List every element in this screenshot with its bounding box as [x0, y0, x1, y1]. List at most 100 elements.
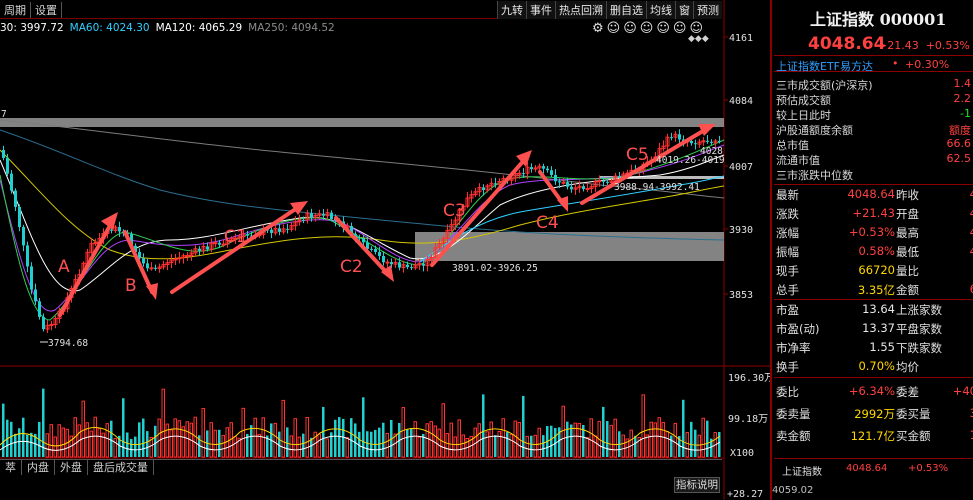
volume-bar [110, 420, 113, 457]
face-icon-6[interactable]: ☺ [689, 21, 707, 36]
volume-bar [57, 424, 61, 458]
face-icon-5[interactable]: ☺ [672, 21, 690, 36]
stat-label-quota: 沪股通额度余额 [776, 124, 853, 137]
quote-value: 4 [970, 187, 973, 201]
stat-label-float-cap: 流通市值 [776, 154, 820, 167]
mid-zone-line [600, 176, 724, 179]
y-tick-3930: 3930 [729, 225, 753, 236]
settings-button[interactable]: 设置 [31, 2, 62, 18]
volume-bar [105, 423, 109, 458]
candle-body [246, 234, 249, 236]
tab-after-hours-volume[interactable]: 盘后成交量 [88, 460, 154, 475]
low-price-label: 3794.68 [48, 338, 88, 349]
volume-bar [410, 428, 413, 457]
tab-outer-volume[interactable]: 外盘 [55, 460, 88, 475]
volume-bar [634, 435, 637, 457]
window-button[interactable]: 窗 [675, 1, 693, 19]
candle-body [221, 243, 226, 246]
volume-bar [113, 438, 117, 458]
price-change: +21.43 +0.53% [878, 39, 970, 52]
volume-tabs: 萃 内盘 外盘 盘后成交量 [0, 459, 722, 475]
volume-bar [173, 418, 177, 458]
volume-bar [649, 421, 653, 458]
wave-label-a: A [58, 257, 70, 277]
arrow-c1 [170, 204, 302, 294]
candle-body [497, 180, 502, 186]
events-button[interactable]: 事件 [526, 1, 555, 19]
candle-body [710, 141, 713, 143]
related-etf-row[interactable]: 上证指数ETF易方达 • +0.30% [774, 55, 973, 73]
stat-label-vs-yesterday: 较上日此时 [776, 109, 831, 122]
candle-body [665, 136, 670, 147]
volume-bar [61, 427, 65, 458]
price-chart[interactable]: A B C1 C2 C3 C4 C5 3794.68 3891.02-3926.… [0, 0, 770, 500]
quote-value: 0.58% [858, 244, 895, 258]
volume-bar [482, 394, 485, 457]
etf-name[interactable]: 上证指数ETF易方达 [776, 60, 873, 73]
candle-body [281, 228, 286, 233]
volume-bar [53, 436, 57, 458]
tab-inner-volume[interactable]: 内盘 [22, 460, 55, 475]
index-ticker[interactable]: 上证指数 4048.64 +0.53% [774, 458, 973, 478]
volume-bar [645, 434, 649, 458]
volume-bar [322, 406, 325, 457]
quote-row-pct: 涨幅 +0.53% 最高 4 [774, 223, 973, 242]
candle-body [433, 247, 438, 258]
volume-bar [330, 432, 333, 457]
volume-bar [157, 418, 161, 458]
quote-row-current-hand: 现手 66720 量比 [774, 261, 973, 280]
volume-bar [554, 427, 557, 457]
hotspot-review-button[interactable]: 热点回溯 [555, 1, 606, 19]
volume-bar [10, 421, 13, 457]
candle-body [370, 248, 373, 250]
candle-body [482, 187, 485, 190]
volume-bar [513, 420, 517, 458]
volume-bar [30, 432, 33, 457]
indicator-explanation-button[interactable]: 指标说明 [674, 477, 720, 493]
volume-bar [257, 433, 261, 458]
volume-bar [506, 432, 509, 457]
settings-gear-icon[interactable]: ⚙ [592, 21, 607, 36]
chart-toolbar: 周期 设置 九转 事件 热点回溯 删自选 均线 窗 预测 [0, 0, 722, 19]
candle-body [401, 264, 406, 269]
candle-body [157, 266, 162, 270]
face-icon-3[interactable]: ☺ [639, 21, 657, 36]
stat-value-vs-yesterday: -1 [960, 107, 971, 120]
candle-body [297, 219, 302, 223]
candle-body [233, 237, 238, 240]
volume-bar [246, 433, 249, 457]
quote-label: 市净率 [776, 341, 811, 355]
volume-bar [453, 436, 457, 458]
panel-divider-1 [774, 184, 973, 185]
candle-body [193, 248, 198, 254]
candle-body [445, 229, 450, 239]
candle-body [461, 205, 466, 211]
volume-bar [437, 428, 441, 458]
arrow-a [58, 220, 114, 317]
forecast-button[interactable]: 预测 [693, 1, 722, 19]
remove-watchlist-button[interactable]: 删自选 [606, 1, 646, 19]
volume-bar [345, 437, 349, 458]
volume-bar [390, 419, 393, 457]
quote-row-latest: 最新 4048.64 昨收 4 [774, 185, 973, 204]
volume-bar [485, 431, 489, 458]
quote-value: 1.55 [869, 340, 895, 354]
candle-body [113, 226, 118, 232]
volume-bar [126, 432, 129, 457]
volume-bar [181, 426, 185, 458]
face-icon-1[interactable]: ☺ [606, 21, 624, 36]
range3-label: 4019.26-4019 [656, 155, 725, 166]
face-icon-4[interactable]: ☺ [656, 21, 673, 36]
volume-bar [165, 423, 169, 458]
period-button[interactable]: 周期 [0, 2, 31, 18]
wave-label-b: B [125, 276, 137, 296]
volume-bar [266, 435, 269, 457]
quote-label: 下跌家数 [896, 341, 942, 355]
volume-bar [241, 407, 245, 458]
jiuzhuan-button[interactable]: 九转 [497, 1, 526, 19]
volume-bar [393, 433, 397, 458]
moving-average-button[interactable]: 均线 [646, 1, 675, 19]
volume-bar [22, 417, 25, 457]
face-icon-2[interactable]: ☺ [623, 21, 640, 36]
tab-chou[interactable]: 萃 [0, 460, 22, 475]
